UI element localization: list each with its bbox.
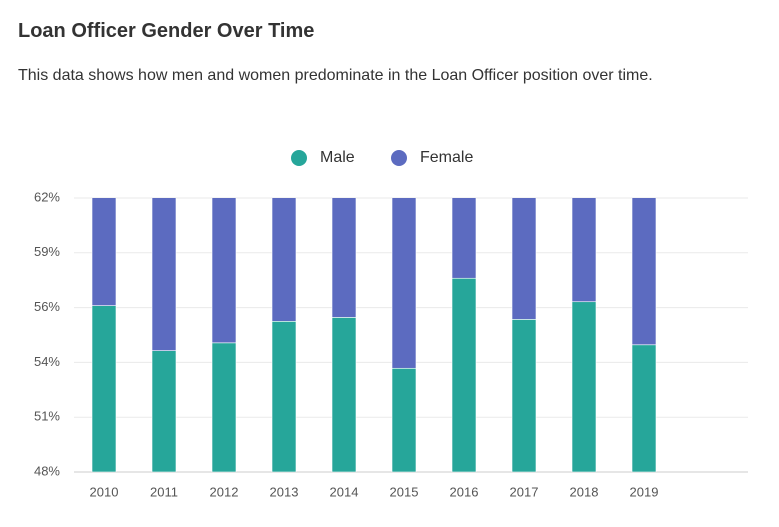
y-tick-label: 54% xyxy=(34,354,60,369)
bar-segment xyxy=(451,277,477,472)
y-tick-label: 59% xyxy=(34,244,60,259)
bar-segment xyxy=(271,198,297,322)
y-tick-label: 56% xyxy=(34,299,60,314)
bar-segment xyxy=(571,198,597,303)
bar-segment xyxy=(271,320,297,472)
x-tick-label: 2018 xyxy=(570,484,599,499)
bar-segment xyxy=(331,198,357,318)
legend-marker xyxy=(291,150,307,166)
y-tick-label: 62% xyxy=(34,189,60,204)
bar-segment xyxy=(211,342,237,472)
bar-segment xyxy=(511,319,537,472)
bar-segment xyxy=(451,198,477,279)
x-tick-label: 2012 xyxy=(210,484,239,499)
bar-segment xyxy=(571,301,597,472)
bar-segment xyxy=(391,367,417,472)
bar-segment xyxy=(331,317,357,472)
bar-segment xyxy=(631,198,657,346)
bar-segment xyxy=(151,350,177,472)
chart-subtitle: This data shows how men and women predom… xyxy=(18,67,653,84)
bars xyxy=(91,198,657,472)
x-tick-label: 2016 xyxy=(450,484,479,499)
x-tick-label: 2017 xyxy=(510,484,539,499)
chart-title: Loan Officer Gender Over Time xyxy=(18,20,315,42)
x-tick-label: 2010 xyxy=(90,484,119,499)
bar-segment xyxy=(631,344,657,472)
legend-label: Female xyxy=(420,149,473,166)
labels: 48% 51% 54% 56% 59% 62% 2010 2011 2012 2013 2014 20… xyxy=(34,149,658,499)
bar-segment xyxy=(91,305,117,472)
y-tick-label: 48% xyxy=(34,463,60,478)
bar-segment xyxy=(91,198,117,306)
legend-label: Male xyxy=(320,149,355,166)
x-tick-label: 2014 xyxy=(330,484,359,499)
x-tick-label: 2019 xyxy=(630,484,659,499)
bar-segment xyxy=(211,198,237,344)
bar-segment xyxy=(151,198,177,351)
x-tick-label: 2013 xyxy=(270,484,299,499)
bar-segment xyxy=(391,198,417,369)
y-tick-label: 51% xyxy=(34,409,60,424)
x-tick-label: 2011 xyxy=(150,484,178,499)
legend-marker xyxy=(391,150,407,166)
bar-segment xyxy=(511,198,537,320)
x-tick-label: 2015 xyxy=(390,484,419,499)
